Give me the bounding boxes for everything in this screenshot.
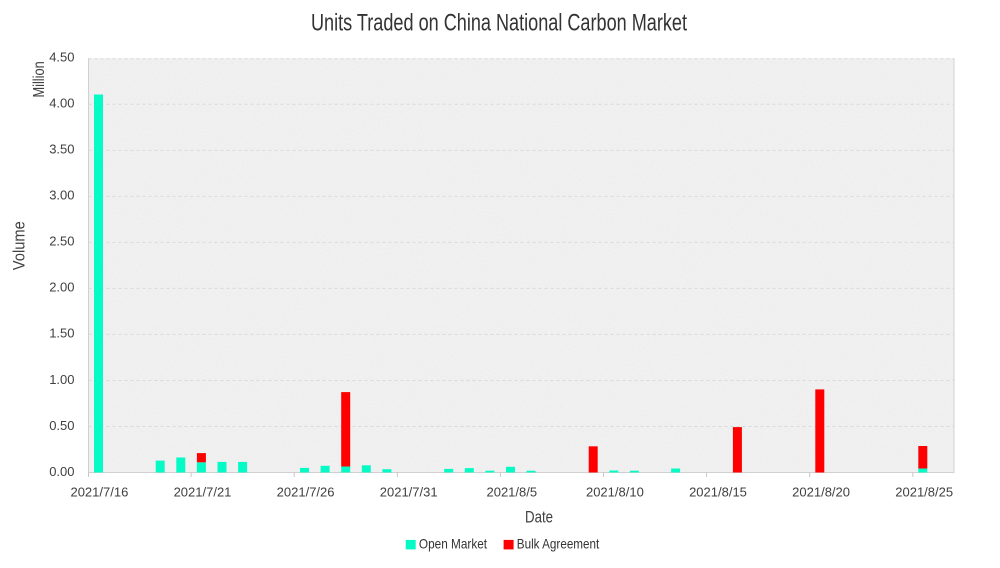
svg-text:2021/8/5: 2021/8/5: [486, 484, 537, 499]
svg-text:2021/8/10: 2021/8/10: [586, 484, 644, 499]
svg-text:3.50: 3.50: [49, 142, 74, 157]
svg-text:2021/8/20: 2021/8/20: [792, 484, 850, 499]
svg-text:2021/8/15: 2021/8/15: [689, 484, 747, 499]
svg-text:2021/7/16: 2021/7/16: [70, 484, 128, 499]
svg-text:Volume: Volume: [10, 221, 28, 270]
svg-text:2.00: 2.00: [49, 280, 74, 295]
svg-text:Million: Million: [31, 61, 48, 97]
svg-text:1.50: 1.50: [49, 326, 74, 341]
svg-text:0.50: 0.50: [49, 418, 74, 433]
svg-text:3.00: 3.00: [49, 188, 74, 203]
svg-text:2021/7/31: 2021/7/31: [380, 484, 438, 499]
svg-text:2021/8/25: 2021/8/25: [895, 484, 953, 499]
svg-text:0.00: 0.00: [49, 464, 74, 479]
svg-text:4.00: 4.00: [49, 96, 74, 111]
svg-text:2.50: 2.50: [49, 234, 74, 249]
svg-text:Date: Date: [525, 507, 553, 526]
svg-text:Bulk Agreement: Bulk Agreement: [517, 535, 600, 551]
svg-text:4.50: 4.50: [49, 50, 74, 65]
svg-text:Units Traded on China National: Units Traded on China National Carbon Ma…: [311, 10, 687, 37]
svg-text:Open Market: Open Market: [419, 535, 487, 551]
svg-text:1.00: 1.00: [49, 372, 74, 387]
svg-text:2021/7/21: 2021/7/21: [174, 484, 232, 499]
svg-text:2021/7/26: 2021/7/26: [277, 484, 335, 499]
